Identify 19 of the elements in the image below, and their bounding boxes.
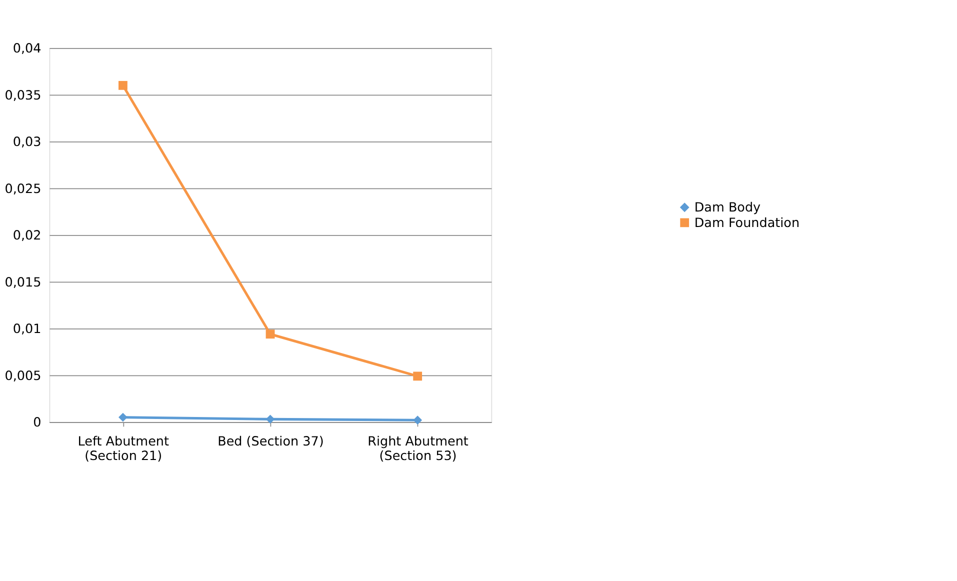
point <box>413 416 422 425</box>
y-tick-label: 0,04 <box>12 42 42 57</box>
y-tick-label: 0,015 <box>4 275 42 290</box>
legend-label: Dam Body <box>694 200 762 216</box>
y-tick-label: 0,005 <box>4 368 42 384</box>
point <box>266 330 275 339</box>
x-tick-label: Bed (Section 37) <box>218 434 324 450</box>
y-tick-label: 0,03 <box>12 135 42 150</box>
y-tick-label: 0,02 <box>12 228 42 244</box>
y-tick-label: 0,035 <box>4 88 42 104</box>
legend-label: Dam Foundation <box>694 216 800 231</box>
y-tick-label: 0 <box>33 416 42 431</box>
y-tick-label: 0,01 <box>12 322 42 338</box>
x-tick-label: Left Abutment (Section 21) <box>78 434 169 464</box>
y-tick-label: 0,025 <box>4 182 42 197</box>
point <box>118 412 128 422</box>
x-tick-label: Right Abutment (Section 53) <box>368 434 468 464</box>
point <box>118 80 128 90</box>
point <box>413 372 422 381</box>
